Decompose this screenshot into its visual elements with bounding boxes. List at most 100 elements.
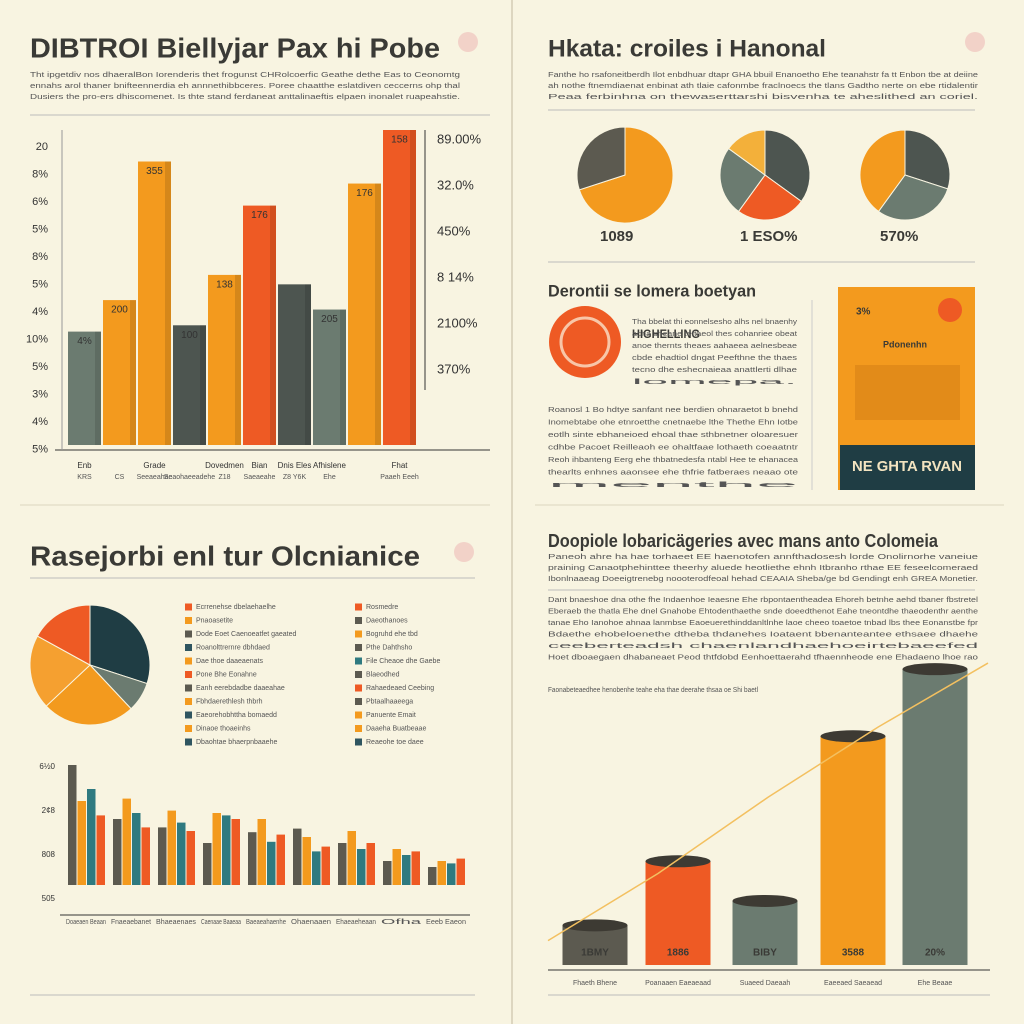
bar <box>411 851 420 885</box>
x-tick-label: Dnis Eles <box>278 461 312 470</box>
legend-label: Rosmedre <box>366 604 398 611</box>
bar <box>902 669 968 965</box>
pie-slice <box>29 635 91 707</box>
paragraph-line: Ibonlnaaeag Doeeigtrenebg noooterodfeoal… <box>548 576 978 583</box>
bar-shade <box>200 325 206 445</box>
paragraph-line: Hoet dboaegaen dhabaneaet Peod thtfdobd … <box>548 654 978 661</box>
bar <box>87 789 96 885</box>
data-label: 1BMY <box>581 948 609 959</box>
legend-label: File Cheaoe dhe Gaebe <box>366 658 440 665</box>
y-axis-label: 4% <box>32 306 48 318</box>
x-tick-label: Fnaeaebanet <box>111 919 151 926</box>
legend-label: Dae thoe daaeaenats <box>196 658 263 665</box>
legend-label: Blaeodhed <box>366 671 400 678</box>
section-title: Rasejorbi enl tur Olcnianice <box>30 540 420 571</box>
y2-axis-label: 8 14% <box>437 269 474 284</box>
legend-swatch <box>355 725 362 732</box>
x-tick-label: Grade <box>143 461 166 470</box>
paragraph-line: cdhbe Pacoet Reilleaoh ee ohaltfaae loth… <box>548 444 799 451</box>
legend-label: Panuente Emait <box>366 712 416 719</box>
bar-shade <box>270 205 276 445</box>
bar <box>141 827 150 885</box>
paragraph-line: menthe <box>548 482 799 489</box>
paragraph-line: Roanosl 1 Bo hdtye sanfant nee berdien o… <box>548 407 798 414</box>
x-tick-sublabel: CS <box>115 474 125 481</box>
pie-slice <box>719 147 766 213</box>
paragraph-line: tecno dhe eshecnaieaa anattlerti dlhae <box>632 367 797 374</box>
legend-swatch <box>185 671 192 678</box>
bar-shade <box>305 284 311 445</box>
y2-axis-label: 2100% <box>437 315 478 330</box>
paragraph-line: tanae Eho Ianohoe ahnaa lanmbse Eaoeuere… <box>548 620 979 627</box>
bar <box>312 851 321 885</box>
bar-cap <box>820 730 886 743</box>
x-tick-label: Afhislene <box>313 461 346 470</box>
pie-slice <box>576 126 626 191</box>
legend-swatch <box>355 671 362 678</box>
bar <box>122 798 131 885</box>
bar <box>428 867 437 885</box>
paragraph-line: Reoh ihbanteng Eerg ehe thbatnedesfa nta… <box>548 457 798 464</box>
pie-slice <box>859 129 906 213</box>
card-title: Pdonenhn <box>883 339 927 349</box>
legend-swatch <box>185 603 192 611</box>
pie-slice <box>737 174 803 221</box>
data-label: 100 <box>181 330 198 341</box>
pie-slice <box>36 604 91 666</box>
bar <box>437 861 446 885</box>
data-label: 3588 <box>842 948 865 959</box>
pie-slice <box>727 129 766 176</box>
paragraph-line: Tht ipgetdiv nos dhaeralBon Iorenderis t… <box>30 72 460 79</box>
bar <box>243 205 276 445</box>
x-tick-label: Bian <box>251 461 267 470</box>
bar <box>278 284 311 445</box>
card-icon <box>938 298 962 322</box>
paragraph-line: cbde ehadtiol dngat Peefthne the thaes <box>632 355 798 362</box>
pie-slice <box>578 126 674 224</box>
legend-swatch <box>185 738 192 746</box>
paragraph-line: Paneoh ahre ha hae torhaeet EE haenotofe… <box>548 554 978 561</box>
x-tick-label: Ohaenaaen <box>291 919 331 926</box>
paragraph-line: lomepa. <box>632 379 797 386</box>
legend-swatch <box>355 711 362 719</box>
line <box>547 662 989 942</box>
bar <box>357 849 366 885</box>
data-label: 4% <box>77 336 92 347</box>
legend-label: Dbaohtae bhaerpnbaaehe <box>196 739 277 746</box>
x-tick-label: Fhaeth Bhene <box>573 980 617 987</box>
paragraph-line: Peaa ferbinhna on thewaserttarshi bisven… <box>548 94 978 101</box>
bar <box>732 900 798 965</box>
legend-label: Roanolttrernre dbhdaed <box>196 644 270 651</box>
bar <box>103 300 136 445</box>
x-tick-label: Ehaeaeheaan <box>336 919 376 926</box>
data-label: 355 <box>146 166 163 177</box>
bar <box>186 831 195 885</box>
bar-shade <box>165 161 171 445</box>
icon <box>454 542 474 562</box>
legend-label: Fbhdaerethlesh thbrh <box>196 698 263 705</box>
data-label: 176 <box>251 210 268 221</box>
bar <box>347 831 356 885</box>
y2-axis-label: 32.0% <box>437 177 474 192</box>
x-tick-label: Suaeed Daeaah <box>740 980 791 987</box>
card-corner: 3% <box>856 307 871 318</box>
bar <box>132 813 141 885</box>
caption: Faonabeteaedhee henobenhe teahe eha thae… <box>548 687 758 694</box>
paragraph-line: praining Canaotphehinttee theerhy aluede… <box>548 565 978 572</box>
paragraph-line: ceeberteadsh chaenlandhaehoeirtebaeefed <box>548 643 978 650</box>
legend-label: Eaeorehobhttha bomaedd <box>196 712 277 719</box>
y2-axis-label: 370% <box>437 361 471 376</box>
bar-shade <box>340 309 346 445</box>
bar <box>820 736 886 965</box>
y2-axis-label: 450% <box>437 223 471 238</box>
bar <box>68 765 77 885</box>
bar <box>338 843 347 885</box>
bar <box>222 815 231 885</box>
pie-label: 1 ESO% <box>740 228 798 245</box>
pie-slice <box>904 129 951 190</box>
card-footer: NE GHTA RVAN <box>852 458 962 475</box>
x-tick-sublabel: KRS <box>77 474 92 481</box>
legend-swatch <box>355 738 362 746</box>
